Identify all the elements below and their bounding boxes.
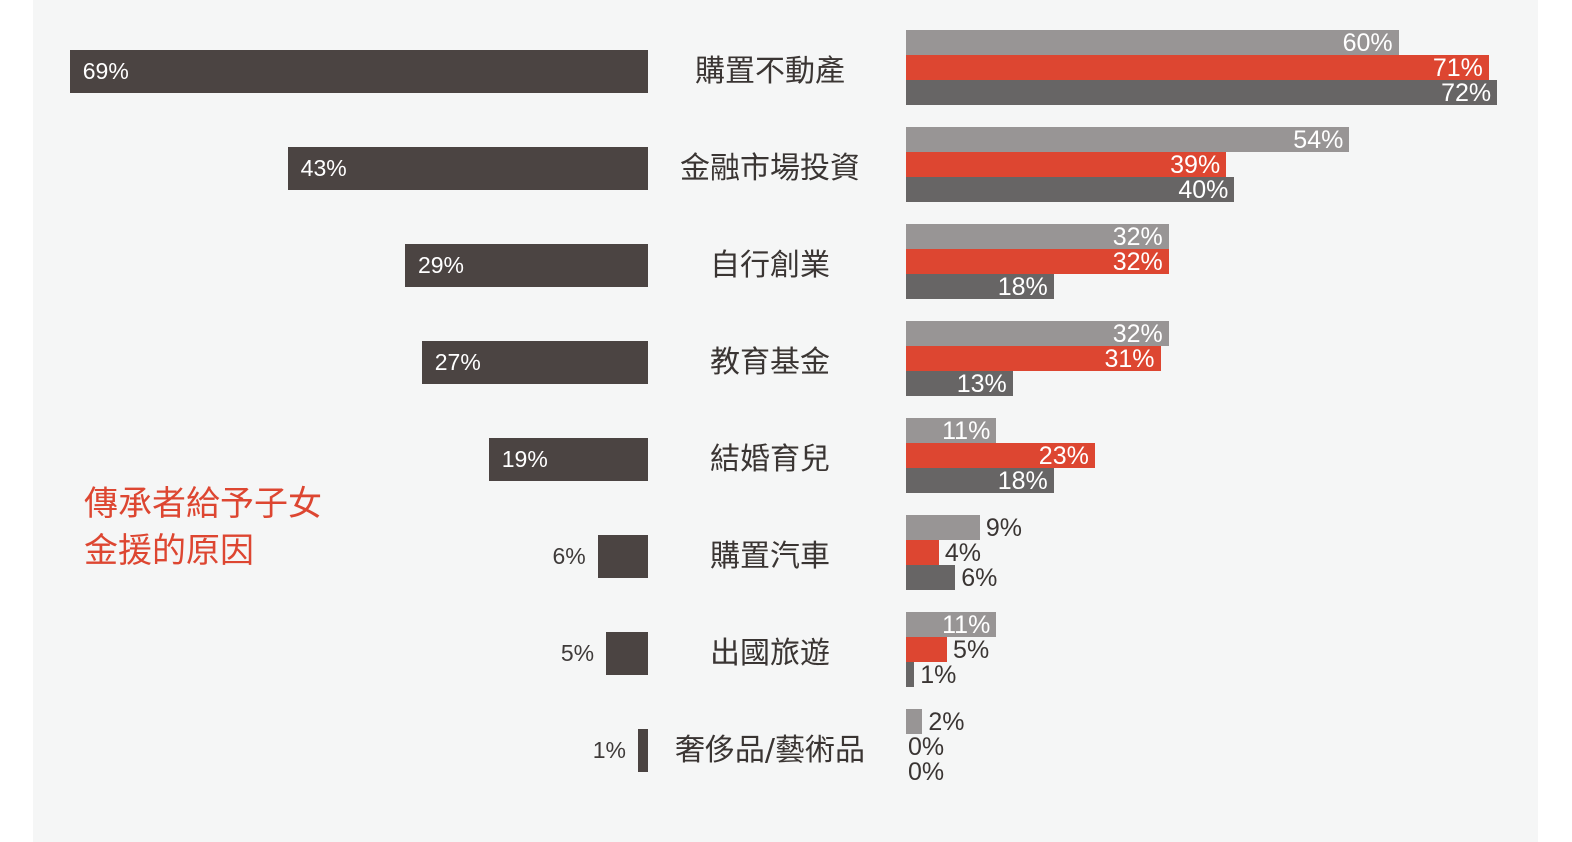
left-bar: 19% [488, 438, 648, 481]
right-bar-series-3 [906, 371, 1013, 396]
right-bar-value-label: 32% [1112, 223, 1163, 251]
left-bar-value-label: 27% [434, 349, 481, 375]
right-bar-value-label: 72% [1441, 79, 1492, 107]
right-bar-value-label: 11% [942, 417, 991, 445]
category-label: 自行創業 [710, 248, 830, 283]
right-bar-series-3 [906, 177, 1235, 202]
right-bar-value-label: 40% [1178, 176, 1229, 204]
right-bar-series-1 [906, 224, 1169, 249]
category-label: 金融市場投資 [680, 151, 860, 186]
category-label: 奢侈品/藝術品 [674, 733, 866, 768]
right-bar-value-label: 23% [1038, 442, 1089, 470]
right-bar-series-1 [906, 30, 1399, 55]
left-bar [606, 632, 648, 675]
category-label: 結婚育兒 [710, 442, 830, 477]
right-bar-series-2 [906, 443, 1095, 468]
category-label: 出國旅遊 [710, 636, 830, 671]
left-bar-value-label: 69% [82, 58, 129, 84]
right-bar-value-label: 0% [908, 733, 945, 761]
right-bar-series-1 [906, 612, 997, 637]
right-bar-series-3 [906, 565, 956, 590]
right-bar-series-2 [906, 55, 1489, 80]
left-bar-value-label: 29% [417, 252, 465, 278]
chart-title: 傳承者給予子女 金援的原因 [84, 481, 384, 575]
left-bar: 69% [69, 50, 648, 93]
left-bar: 29% [404, 244, 648, 287]
left-bar: 27% [421, 341, 648, 384]
left-bar [597, 535, 648, 578]
right-bar-series-2 [906, 637, 948, 662]
right-bar-value-label: 18% [997, 273, 1048, 301]
right-bar-series-2 [906, 346, 1161, 371]
right-bar-value-label: 32% [1112, 248, 1163, 276]
right-bar-value-label: 39% [1170, 151, 1221, 179]
right-bar-series-3 [906, 468, 1054, 493]
right-bar-value-label: 60% [1342, 29, 1393, 57]
right-bar-value-label: 13% [956, 370, 1007, 398]
right-bar-value-label: 5% [953, 636, 990, 664]
right-bar-series-3 [906, 662, 915, 687]
right-bar-value-label: 6% [961, 564, 998, 592]
right-bar-value-label: 54% [1293, 126, 1344, 154]
right-bar-series-2 [906, 249, 1169, 274]
right-bar-value-label: 9% [985, 514, 1023, 542]
left-bar-value-label: 5% [560, 640, 595, 666]
category-label: 購置不動產 [695, 54, 845, 89]
right-bar-series-2 [906, 540, 939, 565]
left-bar-value-label: 19% [501, 446, 548, 472]
right-bar-series-2 [906, 152, 1227, 177]
chart-title-line-1: 傳承者給予子女 [84, 484, 322, 524]
right-bar-series-3 [906, 80, 1498, 105]
right-bar-value-label: 32% [1112, 320, 1163, 348]
right-bar-value-label: 11% [942, 611, 991, 639]
right-bar-series-1 [906, 515, 980, 540]
right-bar-series-1 [906, 321, 1169, 346]
right-bar-value-label: 18% [997, 467, 1048, 495]
right-bar-value-label: 31% [1104, 345, 1155, 373]
category-label: 購置汽車 [710, 539, 830, 574]
left-bar-value-label: 43% [300, 155, 347, 181]
left-bar: 43% [287, 147, 648, 190]
right-bar-value-label: 4% [944, 539, 981, 567]
left-bar-value-label: 6% [552, 543, 586, 569]
right-bar-series-1 [906, 709, 923, 734]
chart-title-line-2: 金援的原因 [84, 531, 254, 571]
right-bar-value-label: 0% [908, 758, 945, 786]
right-bar-series-3 [906, 274, 1054, 299]
left-bar-value-label: 1% [592, 737, 626, 763]
right-bar-series-1 [906, 418, 997, 443]
right-bar-value-label: 1% [920, 661, 957, 689]
left-bar [638, 729, 648, 772]
right-bar-series-1 [906, 127, 1350, 152]
right-bar-value-label: 71% [1432, 54, 1483, 82]
category-label: 教育基金 [710, 345, 830, 380]
right-bar-value-label: 2% [928, 708, 965, 736]
